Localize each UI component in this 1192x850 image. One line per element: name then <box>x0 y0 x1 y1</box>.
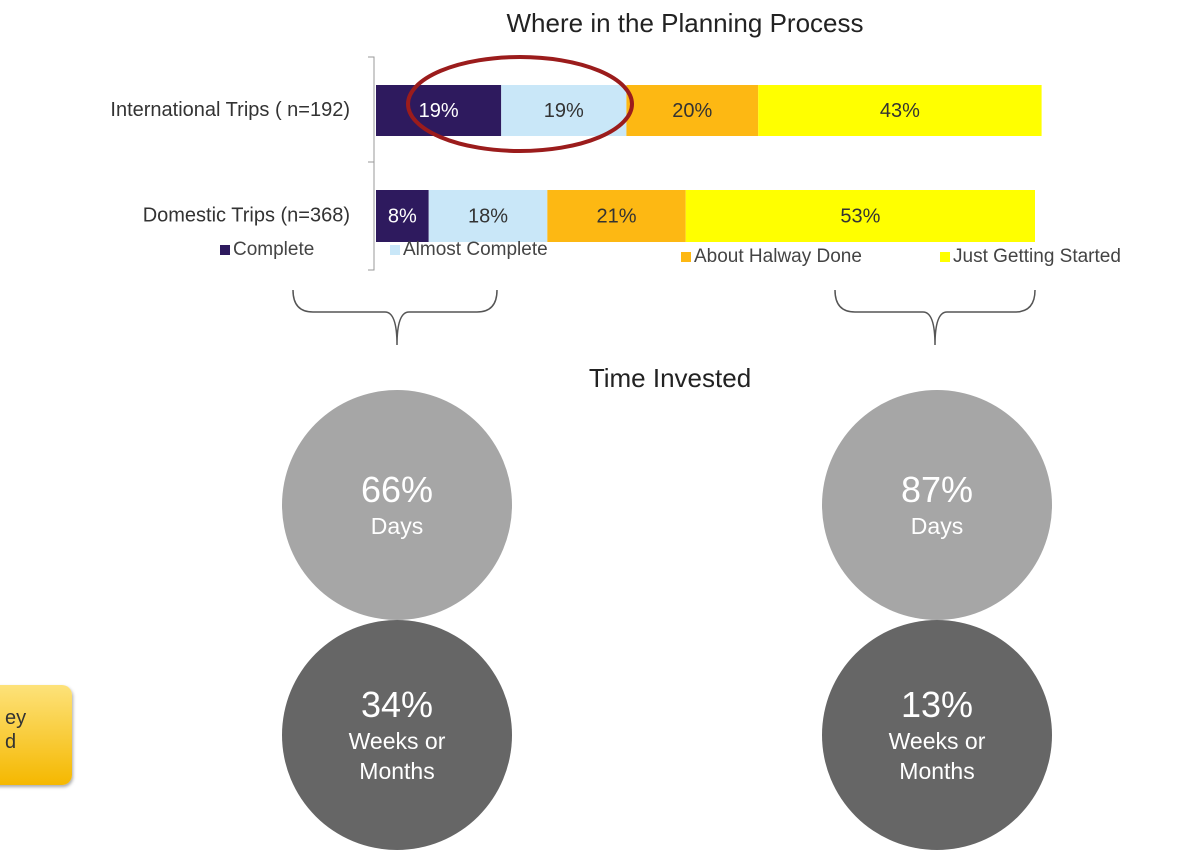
category-label: International Trips ( n=192) <box>110 99 350 121</box>
circle-value: 87% <box>900 469 974 510</box>
data-label: 53% <box>840 205 880 227</box>
circle-value: 66% <box>360 469 434 510</box>
bar-segment <box>428 190 548 242</box>
data-label: 21% <box>597 205 637 227</box>
circle-value: 13% <box>900 684 974 725</box>
side-button[interactable]: ey d <box>0 685 72 785</box>
legend-swatch <box>681 252 691 262</box>
bar-segment <box>547 190 686 242</box>
legend-swatch <box>940 252 950 262</box>
bar-segment <box>501 85 627 136</box>
section-title: Time Invested <box>589 363 751 393</box>
legend-label: Complete <box>233 239 314 260</box>
highlight <box>406 55 634 153</box>
legend-label: About Halway Done <box>694 246 862 267</box>
legend-label: Just Getting Started <box>953 246 1121 267</box>
side-text: d <box>5 731 17 753</box>
axis <box>368 56 375 271</box>
data-label: 20% <box>672 100 712 122</box>
circle: 34% Weeks or Months <box>282 620 512 850</box>
category-label: Domestic Trips (n=368) <box>143 204 350 226</box>
circle-value: 34% <box>360 684 434 725</box>
brace <box>292 289 498 346</box>
data-label: 43% <box>880 100 920 122</box>
side-text: ey <box>5 707 27 729</box>
circle: 87% Days <box>822 390 1052 620</box>
chart-title: Where in the Planning Process <box>507 8 864 38</box>
data-label: 8% <box>388 205 417 227</box>
circle-text: Weeks or Months <box>348 728 446 784</box>
bar-segment <box>376 85 502 136</box>
circle-text: Days <box>370 513 424 539</box>
data-label: 19% <box>419 100 459 122</box>
circle: 13% Weeks or Months <box>822 620 1052 850</box>
circle: 66% Days <box>282 390 512 620</box>
bar-segment <box>376 190 429 242</box>
circle-text: Days <box>910 513 964 539</box>
bar-segment <box>626 85 759 136</box>
brace <box>834 289 1036 346</box>
legend-swatch <box>390 245 400 255</box>
data-label: 19% <box>544 100 584 122</box>
data-label: 18% <box>468 205 508 227</box>
legend-swatch <box>220 245 230 255</box>
legend-label: Almost Complete <box>403 239 548 260</box>
bar-segment <box>758 85 1042 136</box>
bar-segment <box>685 190 1035 242</box>
circle-text: Weeks or Months <box>888 728 986 784</box>
